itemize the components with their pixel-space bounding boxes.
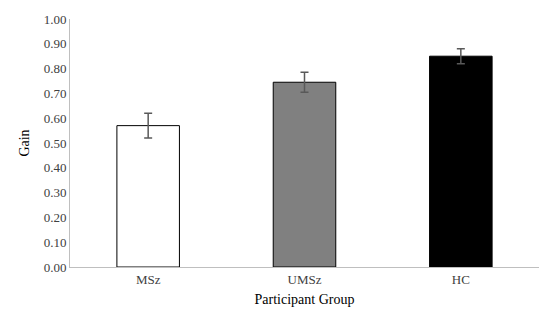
- svg-text:0.10: 0.10: [44, 235, 67, 250]
- svg-text:0.60: 0.60: [44, 111, 67, 126]
- svg-text:0.70: 0.70: [44, 86, 67, 101]
- svg-text:0.80: 0.80: [44, 61, 67, 76]
- svg-text:0.00: 0.00: [44, 260, 67, 275]
- svg-text:0.90: 0.90: [44, 36, 67, 51]
- svg-text:HC: HC: [452, 272, 470, 287]
- svg-text:Gain: Gain: [17, 129, 32, 156]
- svg-text:0.30: 0.30: [44, 185, 67, 200]
- svg-text:MSz: MSz: [136, 272, 161, 287]
- svg-text:1.00: 1.00: [44, 12, 67, 27]
- svg-text:Participant Group: Participant Group: [255, 292, 355, 307]
- svg-text:UMSz: UMSz: [288, 272, 322, 287]
- svg-text:0.40: 0.40: [44, 160, 67, 175]
- svg-text:0.50: 0.50: [44, 136, 67, 151]
- svg-text:0.20: 0.20: [44, 210, 67, 225]
